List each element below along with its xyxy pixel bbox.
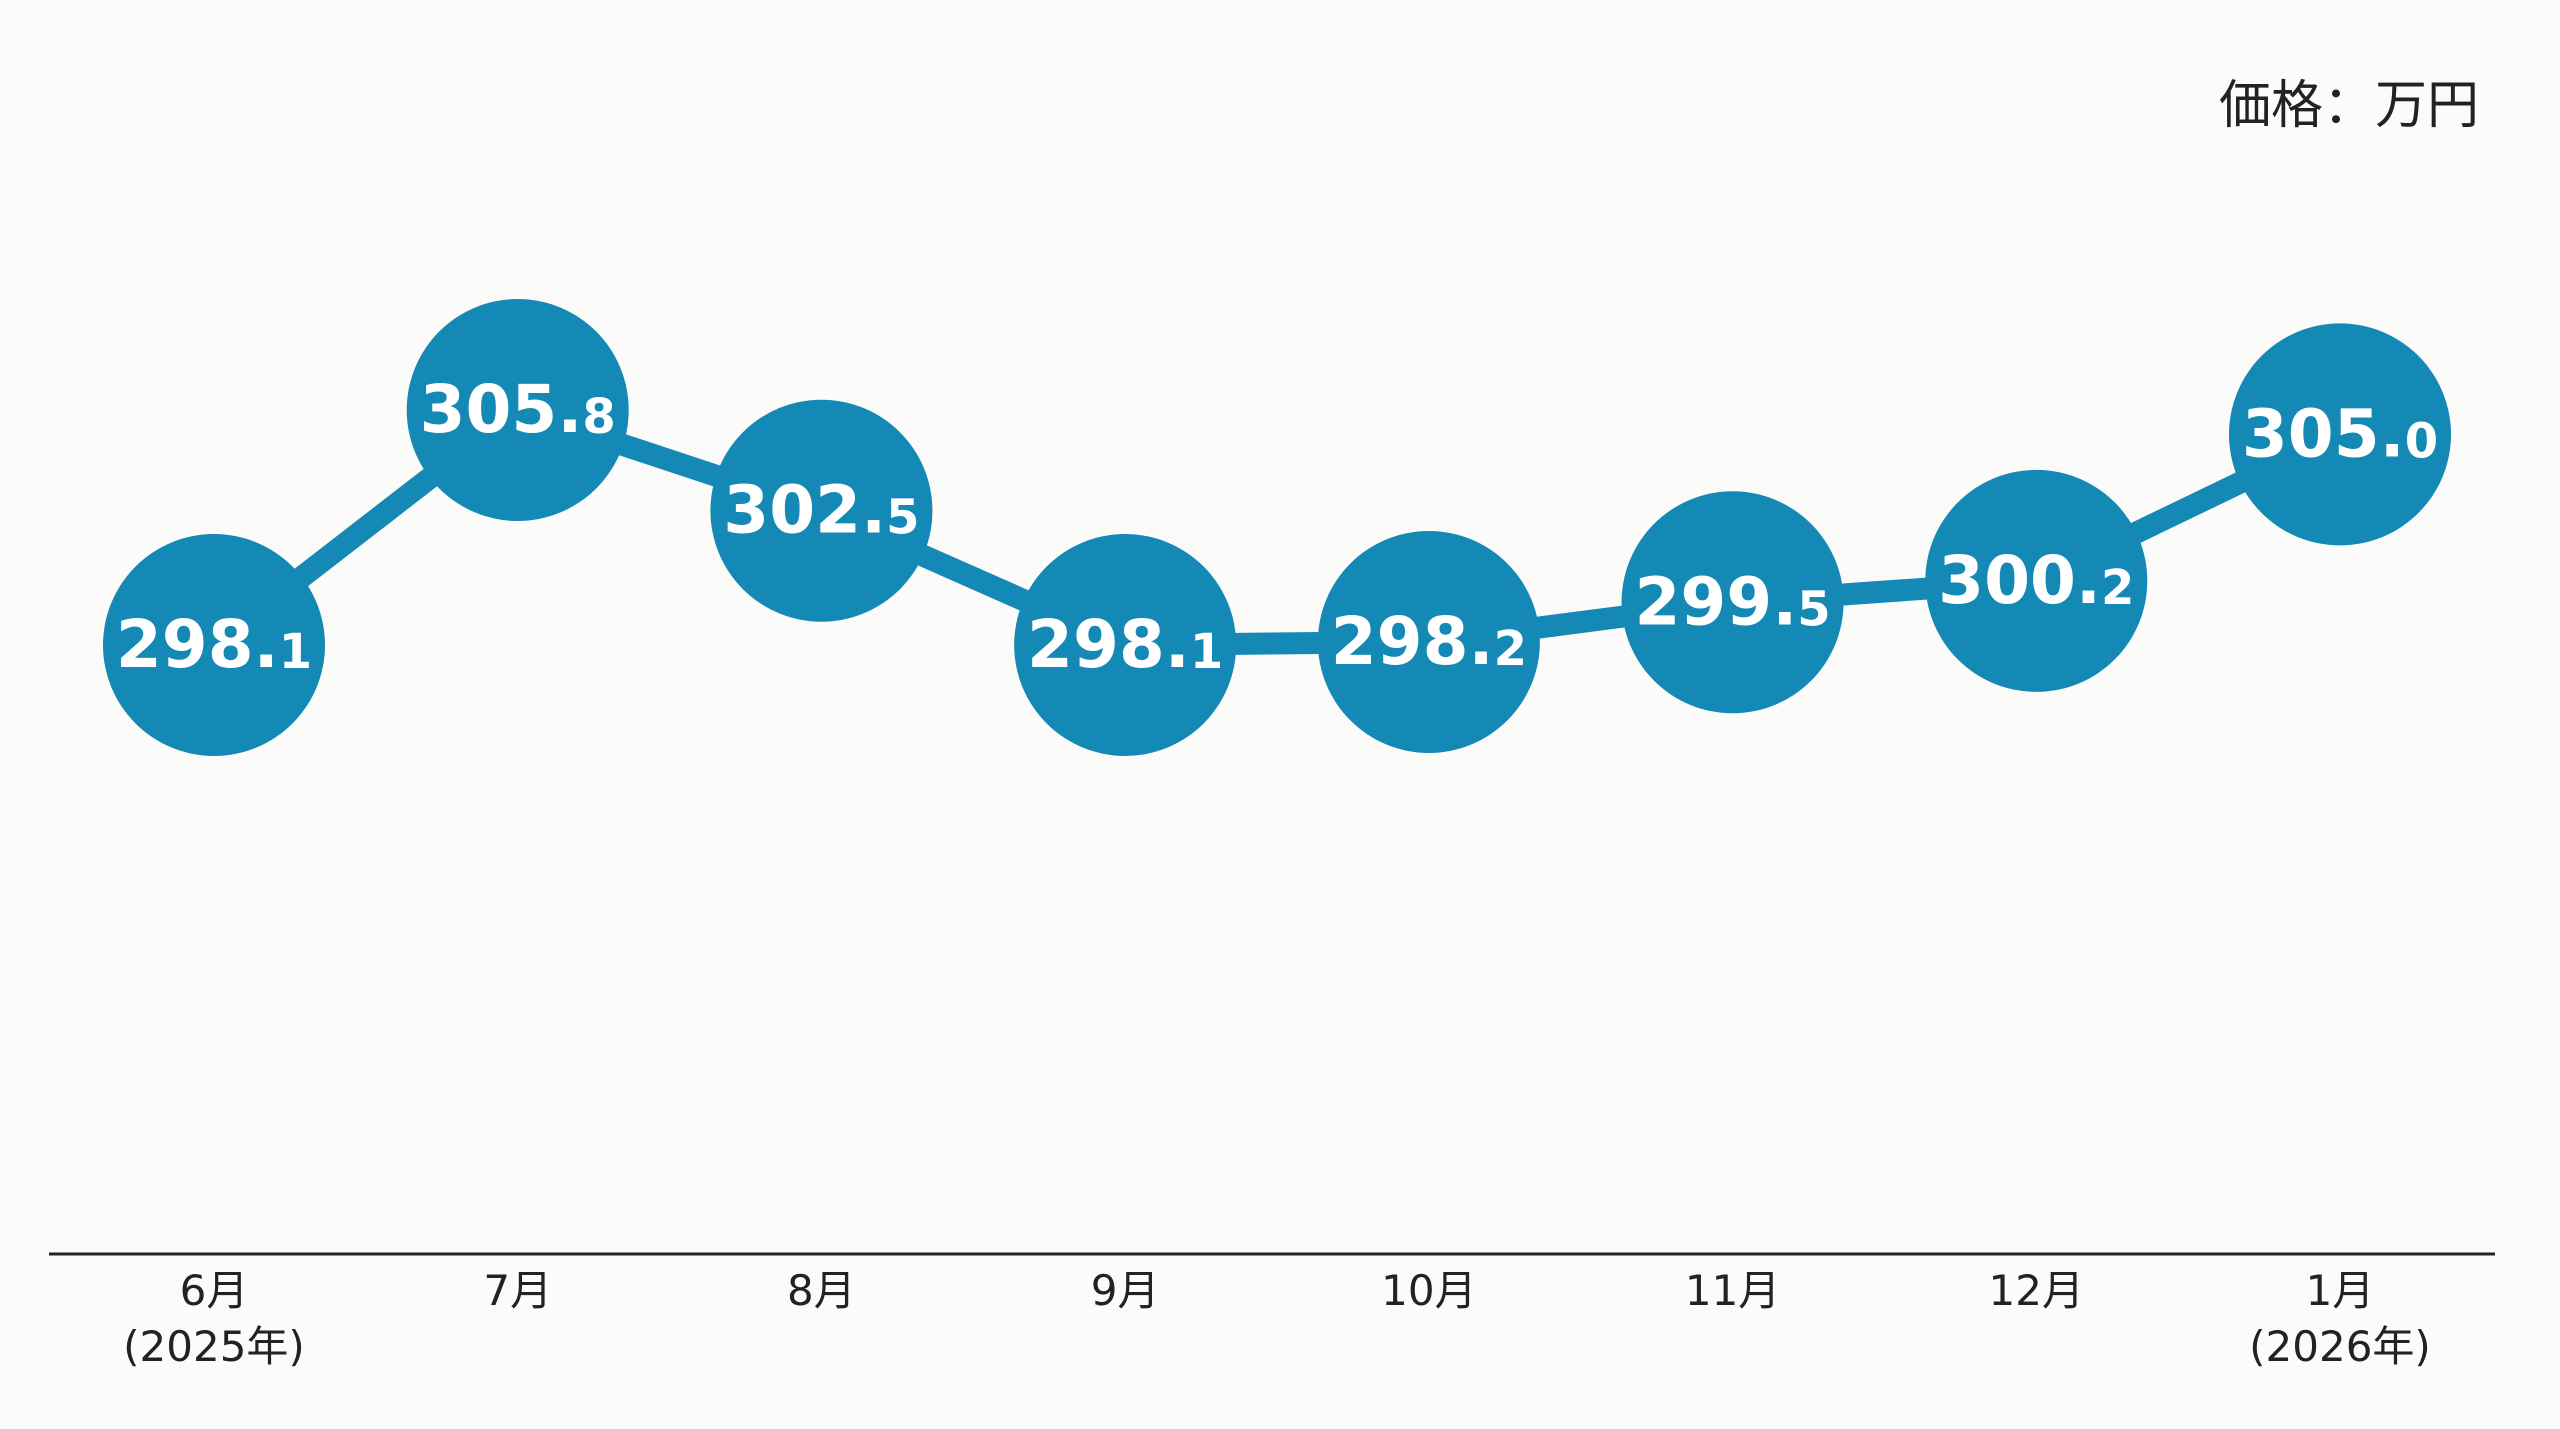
value-label: 305.0	[2242, 395, 2438, 472]
value-label: 298.2	[1331, 603, 1527, 680]
x-tick-label: 9月	[1091, 1266, 1160, 1315]
value-label: 298.1	[1027, 606, 1223, 683]
x-tick-label: 6月(2025年)	[123, 1266, 305, 1371]
value-label: 305.8	[420, 371, 616, 448]
unit-label: 価格：万円	[2219, 76, 2479, 136]
x-tick-label: 1月(2026年)	[2249, 1266, 2431, 1371]
data-point	[1317, 530, 1540, 753]
x-tick-label: 12月	[1989, 1266, 2084, 1315]
data-point	[1014, 534, 1237, 756]
x-tick-label: 8月	[787, 1266, 856, 1315]
x-tick-label: 7月	[483, 1266, 552, 1315]
data-point	[1925, 469, 2148, 692]
data-point	[406, 299, 629, 521]
value-label: 300.2	[1938, 542, 2134, 619]
data-point	[103, 534, 325, 756]
data-point	[1621, 491, 1844, 714]
value-label: 298.1	[116, 606, 312, 683]
data-point	[710, 399, 933, 622]
x-tick-label: 10月	[1381, 1266, 1476, 1315]
x-tick-label: 11月	[1685, 1266, 1780, 1315]
value-label: 299.5	[1634, 563, 1830, 640]
data-point	[2229, 323, 2451, 546]
value-label: 302.5	[723, 472, 919, 549]
